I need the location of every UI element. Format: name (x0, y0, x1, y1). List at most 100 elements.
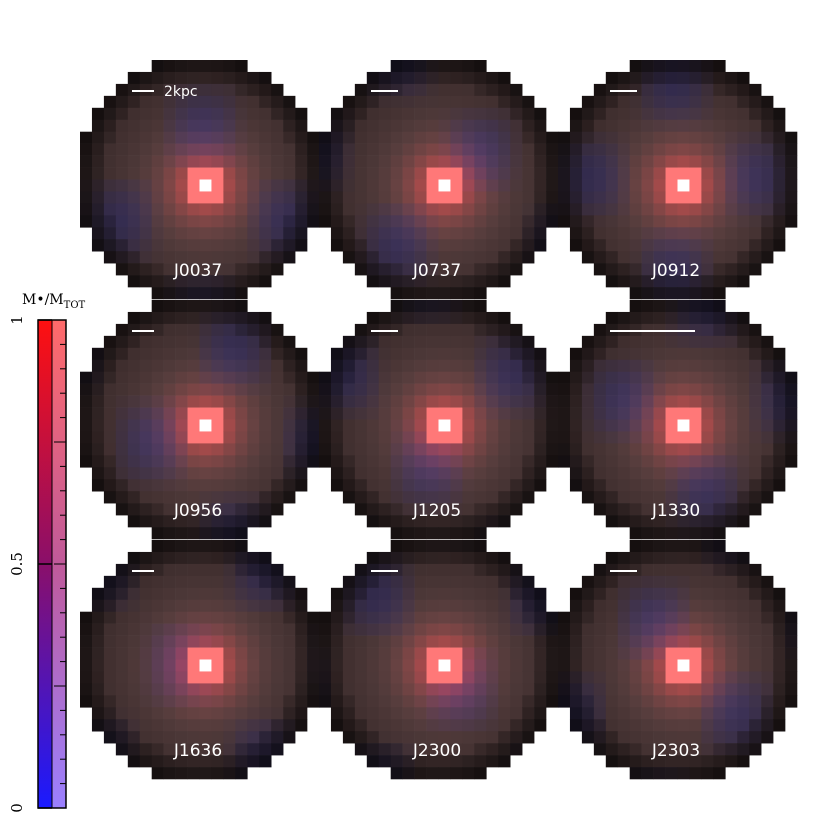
pixel (522, 203, 535, 216)
pixel (271, 707, 284, 720)
pixel (223, 227, 236, 240)
pixel (785, 455, 798, 468)
pixel (498, 119, 511, 132)
pixel (283, 347, 296, 361)
pixel (629, 311, 642, 325)
pixel (474, 743, 487, 756)
pixel (426, 527, 439, 540)
pixel (366, 263, 380, 276)
pixel (319, 407, 332, 420)
pixel (163, 563, 176, 577)
pixel (773, 611, 786, 624)
pixel (103, 647, 117, 660)
galaxy-map: J2303 (558, 540, 798, 780)
pixel (641, 251, 654, 264)
pixel (653, 167, 666, 180)
pixel (737, 227, 750, 240)
pixel (641, 83, 654, 97)
pixel (546, 179, 559, 192)
pixel (354, 467, 368, 480)
pixel (378, 347, 391, 361)
pixel (91, 227, 105, 240)
pixel (426, 563, 439, 577)
pixel (546, 215, 559, 228)
pixel (617, 203, 630, 216)
pixel (151, 503, 164, 516)
pixel (510, 719, 523, 732)
pixel (522, 635, 535, 648)
pixel (498, 599, 511, 612)
pixel (115, 215, 129, 228)
pixel (414, 443, 427, 456)
pixel (175, 359, 188, 372)
pixel (689, 239, 702, 252)
pixel (510, 323, 523, 337)
pixel (354, 107, 368, 121)
pixel (175, 203, 188, 216)
pixel (139, 623, 152, 636)
pixel (127, 407, 141, 420)
pixel (235, 251, 248, 264)
pixel (390, 407, 403, 420)
pixel (701, 300, 714, 313)
pixel (701, 311, 714, 325)
pixel (701, 155, 714, 168)
pixel (366, 599, 380, 612)
pixel (438, 599, 451, 612)
pixel (438, 371, 451, 384)
pixel (569, 179, 583, 192)
pixel (402, 527, 415, 540)
pixel (773, 623, 786, 636)
pixel (139, 395, 152, 408)
pixel (414, 335, 427, 349)
pixel (115, 719, 129, 732)
pixel (378, 407, 391, 420)
pixel (677, 311, 690, 325)
pixel (247, 467, 260, 480)
pixel (295, 239, 308, 252)
pixel (91, 143, 105, 156)
pixel (713, 287, 726, 300)
pixel (450, 60, 463, 73)
pixel (390, 239, 403, 252)
pixel (725, 239, 738, 252)
pixel (115, 335, 129, 349)
pixel (522, 371, 535, 384)
pixel (737, 587, 750, 601)
pixel (498, 95, 511, 109)
pixel (127, 683, 141, 696)
pixel (773, 467, 786, 480)
pixel (259, 323, 272, 337)
pixel (450, 599, 463, 612)
pixel (629, 575, 642, 589)
pixel (103, 395, 117, 408)
pixel (761, 383, 774, 396)
pixel (665, 335, 678, 349)
pixel (761, 731, 774, 744)
pixel (462, 491, 475, 504)
pixel (127, 731, 141, 744)
pixel (474, 131, 487, 144)
pixel (426, 515, 439, 528)
pixel (581, 155, 595, 168)
pixel (689, 119, 702, 132)
pixel (677, 767, 690, 780)
pixel (534, 167, 547, 180)
pixel (223, 335, 236, 349)
pixel (462, 143, 475, 156)
pixel (605, 131, 619, 144)
pixel (665, 155, 678, 168)
pixel (450, 755, 463, 768)
pixel (354, 335, 368, 349)
pixel (593, 359, 607, 372)
pixel (713, 479, 726, 492)
pixel (677, 527, 690, 540)
pixel (330, 683, 344, 696)
pixel (737, 695, 750, 708)
pixel (330, 215, 344, 228)
pixel (629, 551, 642, 565)
pixel (486, 623, 499, 636)
pixel (462, 300, 475, 313)
pixel (605, 179, 619, 192)
pixel (402, 635, 415, 648)
